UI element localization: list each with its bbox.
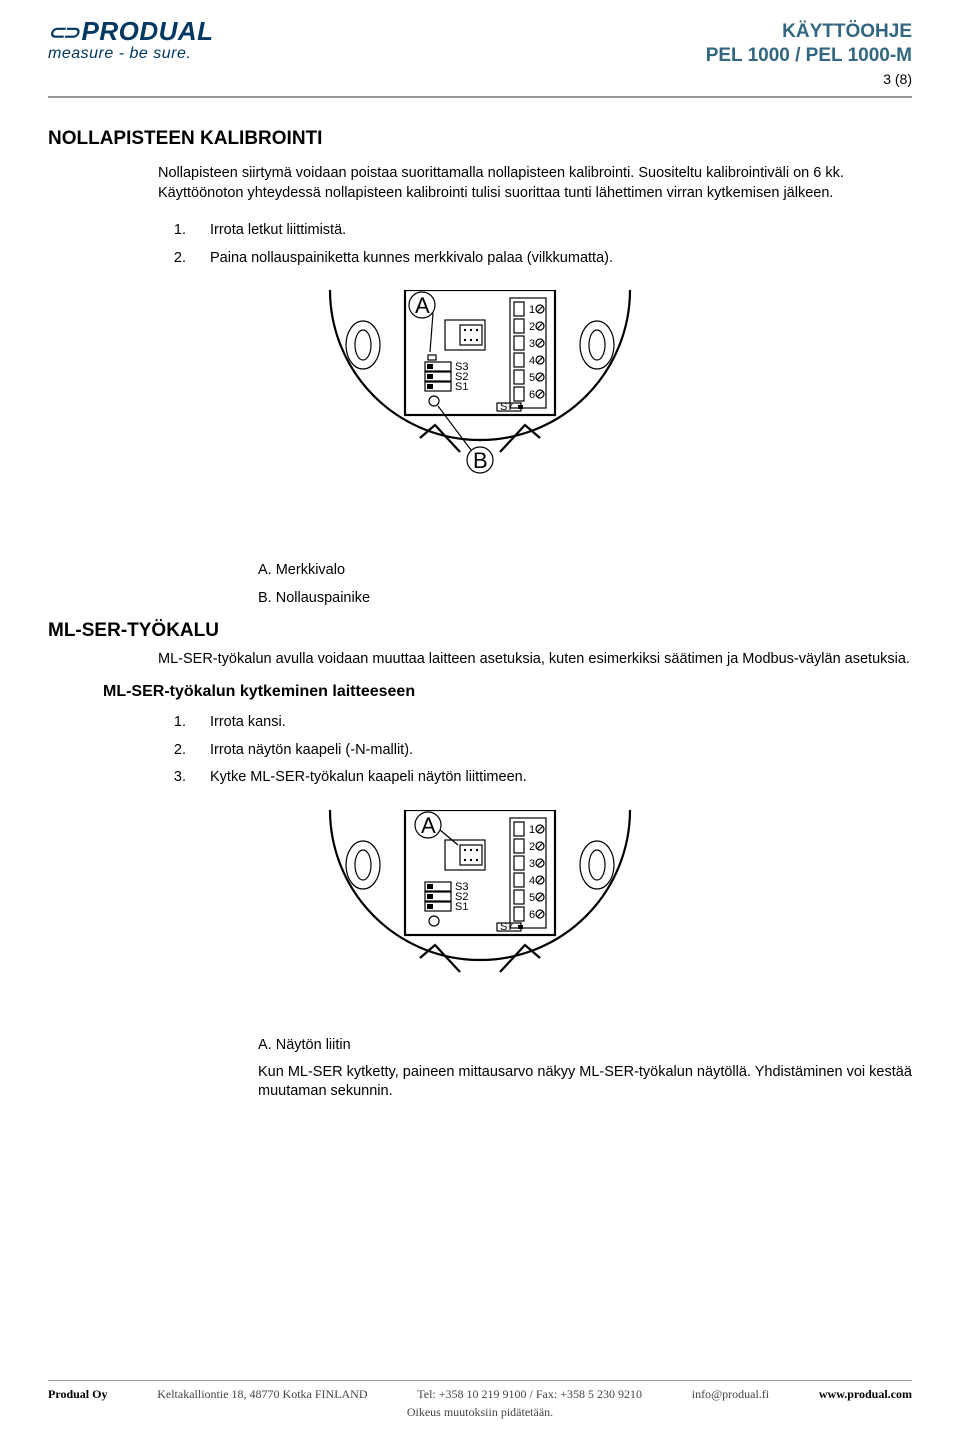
- header-right: KÄYTTÖOHJE PEL 1000 / PEL 1000-M 3 (8): [706, 18, 912, 88]
- svg-text:S1: S1: [455, 381, 468, 393]
- diagram2-label-a: A: [421, 813, 436, 838]
- footer-address: Keltakalliontie 18, 48770 Kotka FINLAND: [157, 1387, 367, 1402]
- diagram1-label-b: B: [473, 448, 488, 473]
- section2-title: ML-SER-TYÖKALU: [48, 620, 912, 642]
- doc-type: KÄYTTÖOHJE: [706, 20, 912, 44]
- section2-step-3: Kytke ML-SER-työkalun kaapeli näytön lii…: [190, 764, 912, 792]
- svg-text:1: 1: [529, 824, 535, 836]
- section2-step-2: Irrota näytön kaapeli (-N-mallit).: [190, 737, 912, 765]
- section1-title: NOLLAPISTEEN KALIBROINTI: [48, 128, 912, 150]
- section1-step-2: Paina nollauspainiketta kunnes merkkival…: [190, 245, 912, 273]
- logo-block: ⊂⊃PRODUAL measure - be sure.: [48, 18, 214, 62]
- footer-url: www.produal.com: [819, 1387, 912, 1402]
- diagram1-legend-b: B. Nollauspainike: [258, 588, 912, 610]
- logo-text: PRODUAL: [82, 16, 214, 46]
- svg-text:1: 1: [529, 304, 535, 316]
- section1-step-1: Irrota letkut liittimistä.: [190, 217, 912, 245]
- page-number: 3 (8): [706, 71, 912, 89]
- diagram-2: 1 2 3 4 5 6 S3 S2 S1 S7 A: [48, 810, 912, 1015]
- svg-text:4: 4: [529, 355, 535, 367]
- diagram2-legend-a: A. Näytön liitin: [258, 1035, 912, 1057]
- doc-model: PEL 1000 / PEL 1000-M: [706, 44, 912, 68]
- logo-tagline: measure - be sure.: [48, 46, 214, 62]
- svg-text:6: 6: [529, 389, 535, 401]
- logo-icon: ⊂⊃: [48, 23, 78, 43]
- svg-text:2: 2: [529, 321, 535, 333]
- footer-email: info@produal.fi: [692, 1387, 769, 1402]
- svg-text:5: 5: [529, 892, 535, 904]
- section1-intro: Nollapisteen siirtymä voidaan poistaa su…: [158, 164, 912, 203]
- section2-footnote: Kun ML-SER kytketty, paineen mittausarvo…: [258, 1063, 912, 1102]
- diagram1-label-a: A: [415, 293, 430, 318]
- section2-intro: ML-SER-työkalun avulla voidaan muuttaa l…: [158, 650, 912, 670]
- svg-text:3: 3: [529, 858, 535, 870]
- svg-text:2: 2: [529, 841, 535, 853]
- logo-primary: ⊂⊃PRODUAL: [48, 18, 214, 44]
- svg-text:S7: S7: [500, 921, 513, 933]
- svg-text:S7: S7: [500, 401, 513, 413]
- diagram-1: 1 2 3 4 5 6 S3 S2 S1 S7 A: [48, 290, 912, 540]
- footer-rights: Oikeus muutoksiin pidätetään.: [48, 1405, 912, 1420]
- section2-step-1: Irrota kansi.: [190, 709, 912, 737]
- svg-text:4: 4: [529, 875, 535, 887]
- svg-text:6: 6: [529, 909, 535, 921]
- svg-text:3: 3: [529, 338, 535, 350]
- section2-steps: Irrota kansi. Irrota näytön kaapeli (-N-…: [158, 709, 912, 792]
- section2-subtitle: ML-SER-työkalun kytkeminen laitteeseen: [103, 683, 912, 701]
- footer-company: Produal Oy: [48, 1387, 107, 1402]
- svg-text:5: 5: [529, 372, 535, 384]
- section1-steps: Irrota letkut liittimistä. Paina nollaus…: [158, 217, 912, 272]
- svg-text:S1: S1: [455, 901, 468, 913]
- page-footer: Produal Oy Keltakalliontie 18, 48770 Kot…: [48, 1380, 912, 1420]
- diagram1-legend-a: A. Merkkivalo: [258, 560, 912, 582]
- page-header: ⊂⊃PRODUAL measure - be sure. KÄYTTÖOHJE …: [48, 18, 912, 98]
- footer-phone: Tel: +358 10 219 9100 / Fax: +358 5 230 …: [417, 1387, 642, 1402]
